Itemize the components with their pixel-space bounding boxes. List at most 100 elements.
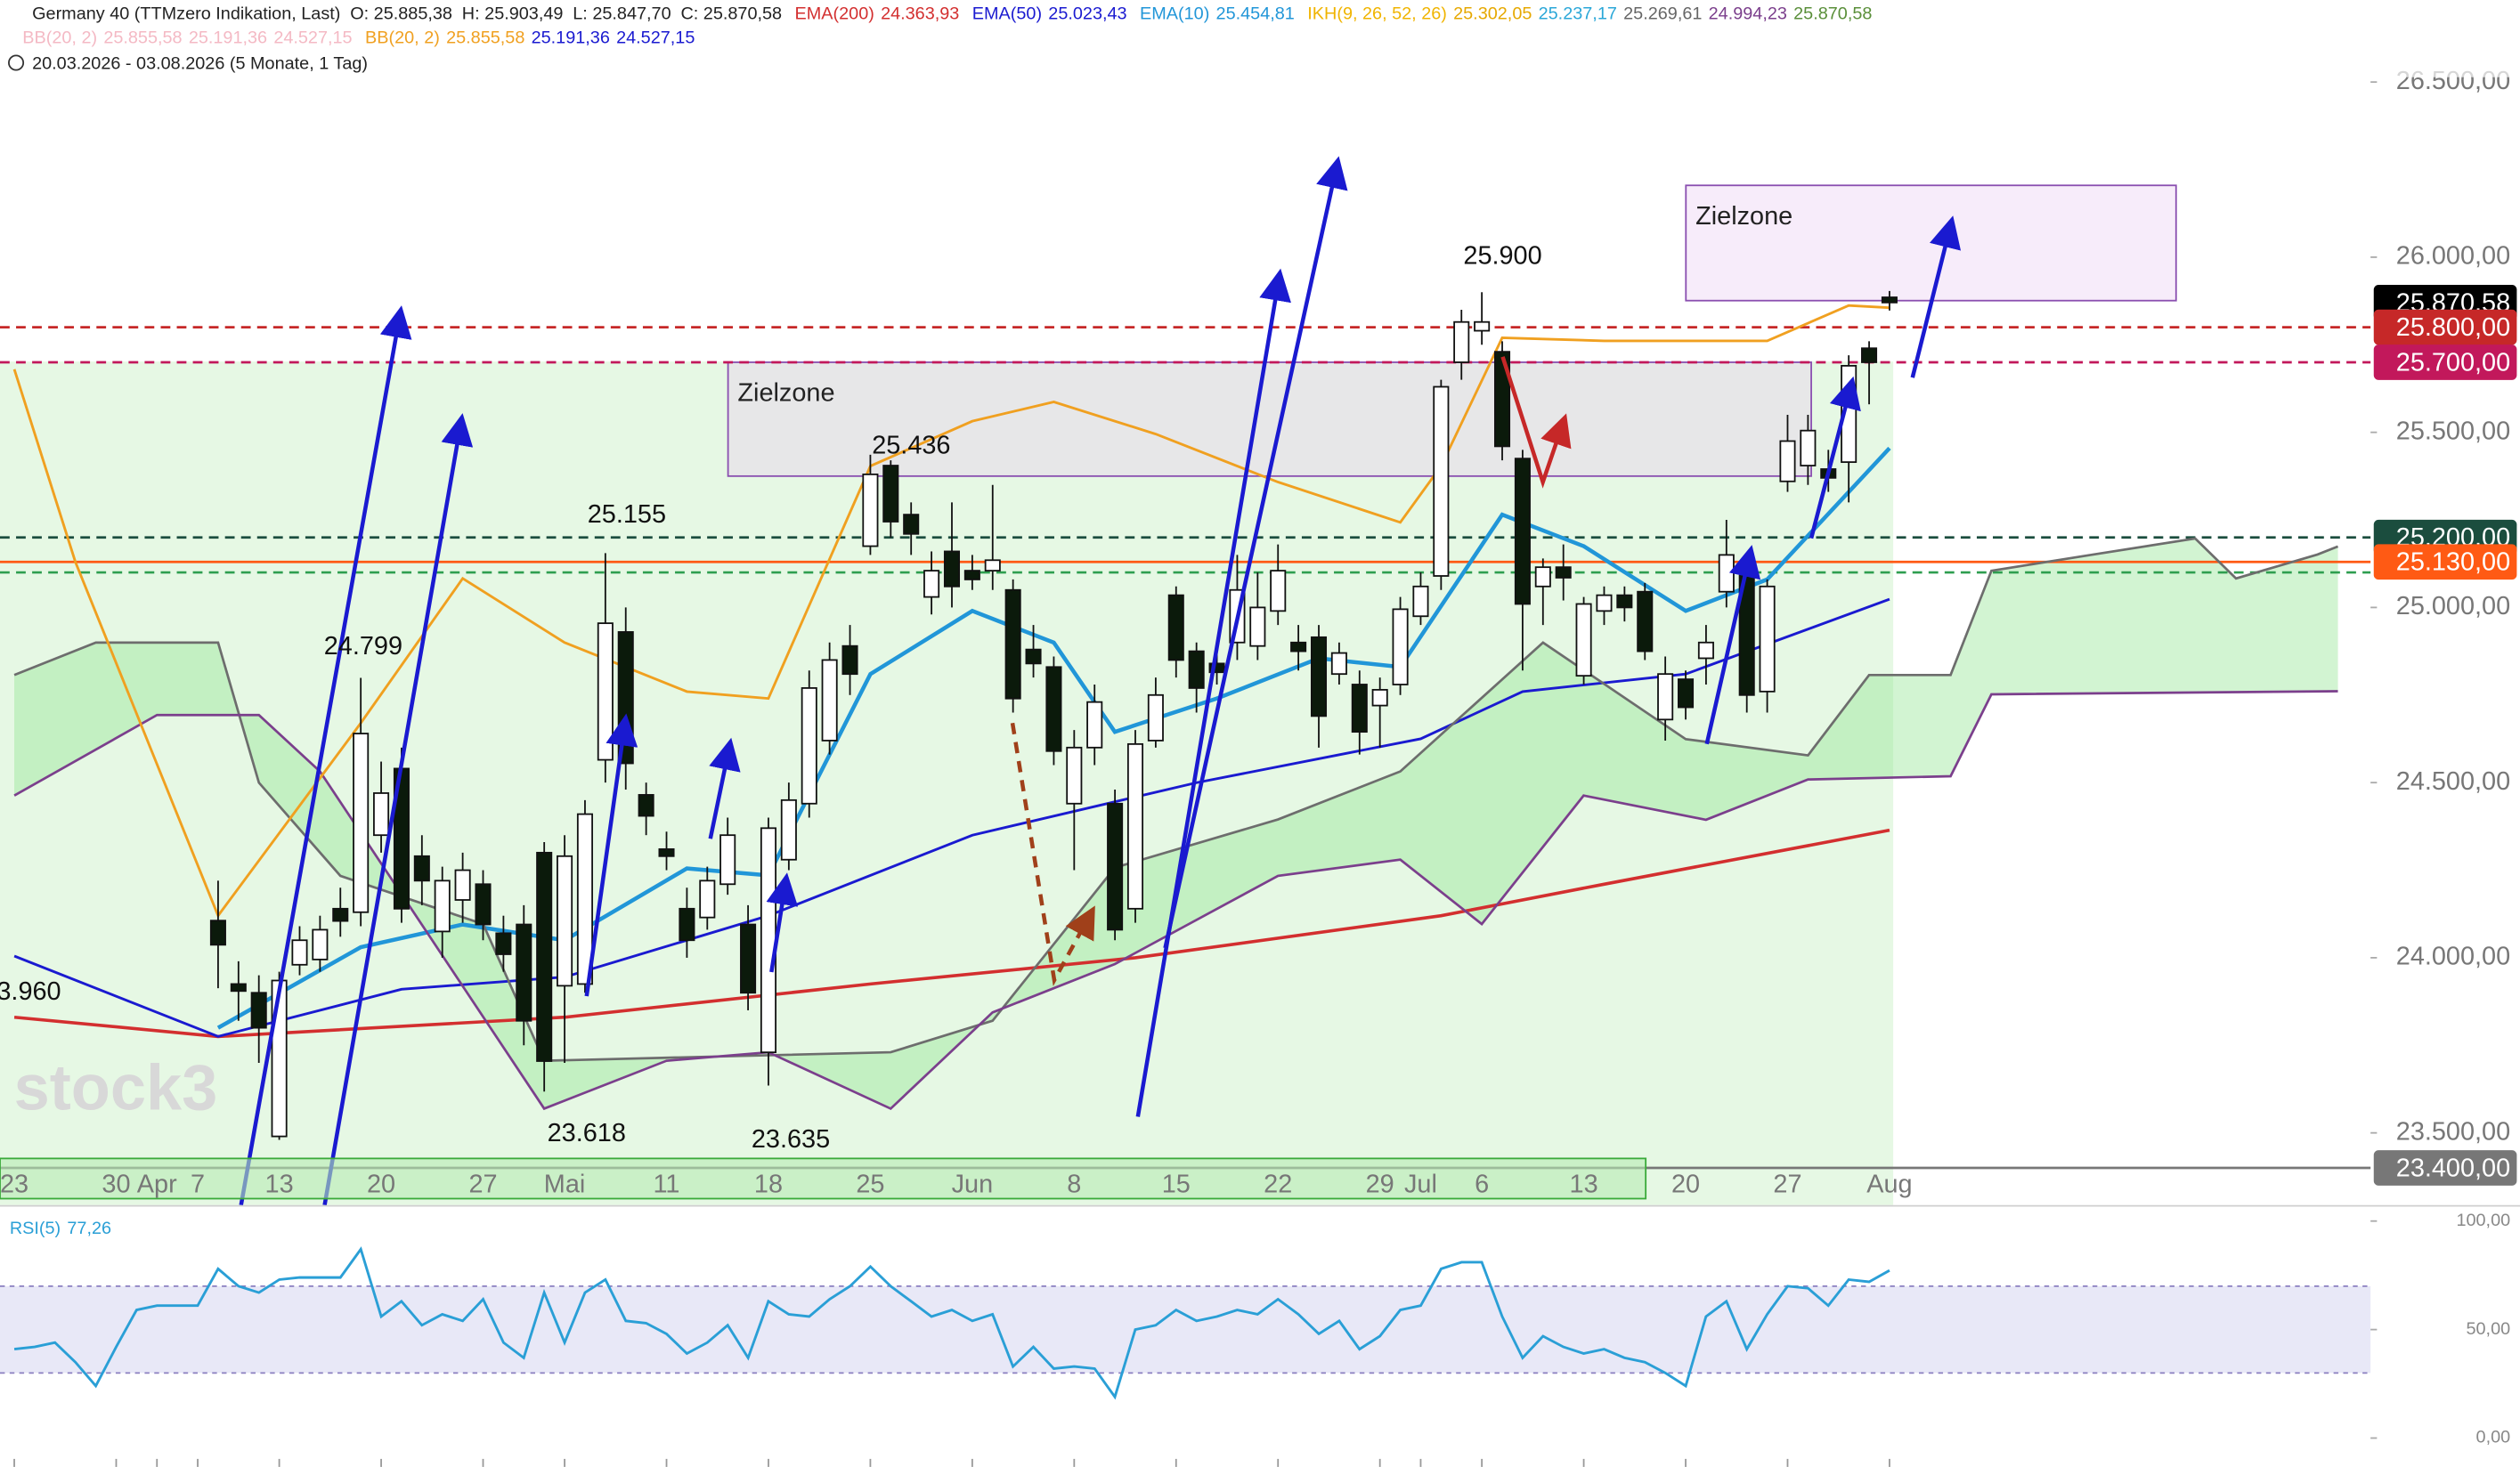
candle-body: [984, 559, 1001, 571]
price-annotation: 23.635: [752, 1125, 830, 1154]
candle-body: [1433, 385, 1450, 577]
rsi-layer: 100,00 50,00 0,00 RSI(5) 77,26: [0, 1211, 2510, 1447]
level-label: 25.800,00: [2396, 313, 2510, 342]
target-zone: [727, 361, 1812, 477]
candle-body: [1270, 570, 1287, 612]
candle-body: [1697, 641, 1714, 660]
candle-body: [862, 473, 879, 547]
price-annotation: 25.155: [588, 500, 666, 529]
arrow: [584, 713, 638, 997]
candle-body: [454, 869, 471, 901]
x-tick-label: 18: [754, 1171, 783, 1199]
candle-body: [312, 928, 329, 960]
candle-body: [353, 733, 370, 913]
candle-body: [1555, 566, 1572, 579]
level-label: 23.400,00: [2396, 1154, 2510, 1182]
legend-name: EMA(50): [972, 4, 1042, 24]
candle-body: [1310, 636, 1328, 717]
legend-name: BB(20, 2): [22, 28, 97, 48]
candle-body: [638, 794, 654, 817]
candle-body: [1371, 688, 1388, 707]
rsi-band: [0, 1285, 2371, 1374]
candle-body: [495, 932, 512, 955]
candle-body: [1392, 608, 1409, 685]
arrow: [1704, 545, 1761, 745]
legend-name: EMA(200): [795, 4, 874, 24]
legend-value: 25.454,81: [1216, 4, 1295, 24]
rsi-legend: RSI(5) 77,26: [10, 1219, 111, 1238]
candle-body: [291, 939, 308, 966]
candle-body: [760, 827, 776, 1054]
rsi-tick-label: 0,00: [2476, 1428, 2511, 1447]
candle-body: [516, 923, 532, 1022]
candle-body: [1596, 594, 1613, 612]
x-tick-label: 20: [367, 1171, 395, 1199]
x-tick-label: 20: [1671, 1171, 1700, 1199]
candle-body: [801, 687, 817, 805]
legend-value: 25.870,58: [1793, 4, 1872, 24]
legend-value: 25.855,58: [446, 28, 524, 48]
candle-body: [1514, 458, 1531, 605]
zones-layer: Zielzone Zielzone: [727, 184, 2177, 477]
ohlc-value: L: 25.847,70: [573, 4, 671, 24]
candle-body: [1167, 594, 1184, 661]
legend-value: 25.023,43: [1048, 4, 1126, 24]
price-annotation: 3.960: [0, 977, 61, 1006]
candle-body: [1881, 296, 1898, 304]
legend-name: EMA(10): [1140, 4, 1209, 24]
x-tick-label: Aug: [1866, 1171, 1912, 1199]
legend-value: 24.527,15: [616, 28, 695, 48]
candle-body: [1147, 693, 1164, 742]
cloud-fill: [14, 538, 2338, 1109]
x-tick-label: 11: [654, 1171, 680, 1199]
candle-body: [332, 907, 349, 922]
arrow: [766, 872, 799, 973]
candle-body: [1575, 603, 1592, 677]
level-badge: [2373, 309, 2517, 345]
legend-value: 24.527,15: [273, 28, 352, 48]
indicator-line: [12, 304, 1890, 919]
candle-body: [1678, 678, 1695, 709]
candle-body: [1025, 648, 1042, 665]
level-badge: [2373, 1150, 2517, 1186]
candle-body: [373, 792, 390, 837]
x-tick-label: 30: [102, 1171, 130, 1199]
candle-body: [576, 813, 593, 985]
candle-body: [882, 465, 899, 523]
candle-body: [699, 879, 716, 919]
candle-body: [475, 883, 492, 926]
ohlc-value: C: 25.870,58: [680, 4, 782, 24]
candle-body: [1759, 585, 1776, 693]
y-tick-label: 24.000,00: [2396, 943, 2510, 971]
x-tick-label: 13: [1570, 1171, 1598, 1199]
y-tick-label: 23.500,00: [2396, 1117, 2510, 1146]
candle-body: [740, 923, 757, 994]
ohlc-value: H: 25.903,49: [462, 4, 564, 24]
period: 20.03.2026 - 03.08.2026 (5 Monate, 1 Tag…: [32, 54, 368, 74]
x-tick-label: 27: [1773, 1171, 1801, 1199]
arrow: [239, 305, 412, 1206]
zone-label: Zielzone: [737, 379, 834, 408]
candle-body: [1004, 588, 1021, 700]
axes-layer: 26.500,0026.000,0025.500,0025.000,0024.5…: [0, 67, 2517, 1467]
legend-value: 25.855,58: [103, 28, 182, 48]
ohlc-value: O: 25.885,38: [350, 4, 452, 24]
arrow: [1500, 356, 1572, 489]
y-tick-label: 25.000,00: [2396, 592, 2510, 620]
x-tick-label: Apr: [137, 1171, 177, 1199]
arrow: [1135, 268, 1291, 1117]
candle-body: [1637, 590, 1654, 652]
header: 20.03.2026 - 03.08.2026 (5 Monate, 1 Tag…: [0, 0, 2520, 77]
date-band: [0, 1157, 1647, 1200]
candle-body: [963, 570, 980, 580]
candle-body: [1107, 802, 1124, 931]
candle-body: [903, 514, 920, 535]
candle-body: [1249, 606, 1266, 647]
header-bg: [0, 0, 2520, 77]
x-tick-label: 13: [265, 1171, 294, 1199]
drawings: [239, 156, 1962, 1206]
candle-body: [1657, 673, 1674, 721]
candle-body: [821, 659, 838, 742]
candle-body: [1800, 429, 1817, 466]
candle-body: [230, 983, 247, 993]
